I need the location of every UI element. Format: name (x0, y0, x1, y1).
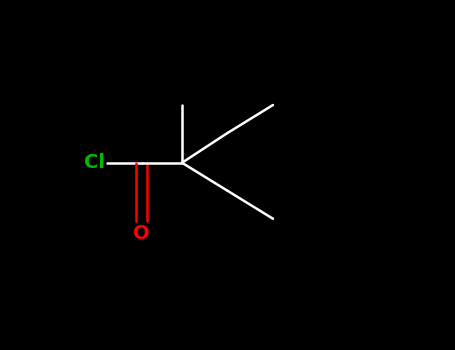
Text: Cl: Cl (84, 153, 105, 172)
Text: O: O (133, 224, 150, 243)
